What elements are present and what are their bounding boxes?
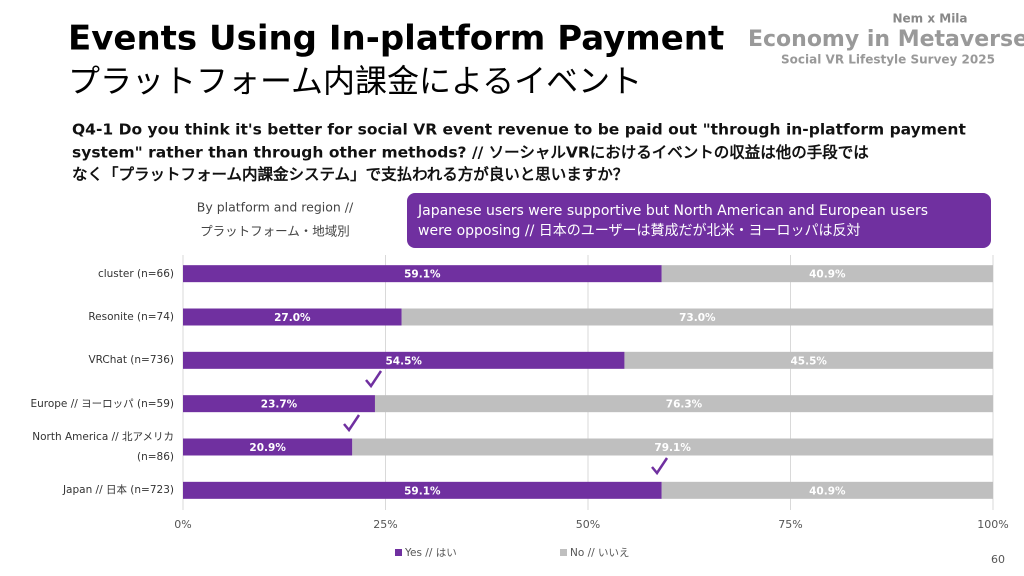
brand: Economy in Metaverse (748, 27, 1024, 52)
category-label: cluster (n=66) (97, 267, 174, 280)
category-label: Resonite (n=74) (88, 311, 174, 323)
check-icon (651, 457, 669, 476)
bar-segment (374, 395, 994, 413)
title-ja: プラットフォーム内課金によるイベント (68, 62, 642, 100)
bar-segment (661, 481, 993, 499)
subtitle: By platform and region // (197, 200, 354, 215)
brand: Social VR Lifestyle Survey 2025 (781, 53, 995, 67)
value-label: 59.1% (404, 269, 441, 281)
x-tick-label: 75% (778, 518, 802, 531)
bar-segment (352, 438, 993, 456)
legend-label: No // いいえ (570, 547, 630, 559)
legend-swatch (560, 549, 567, 556)
value-label: 76.3% (666, 399, 703, 411)
question: system" rather than through other method… (72, 143, 869, 162)
value-label: 45.5% (791, 355, 828, 367)
value-label: 73.0% (679, 312, 716, 324)
bar-segment (183, 438, 353, 456)
x-tick-label: 100% (977, 518, 1008, 531)
brand: Nem x Mila (892, 12, 967, 26)
question: なく「プラットフォーム内課金システム」で支払われる方が良いと思いますか？ (72, 165, 628, 184)
check-icon (343, 414, 361, 433)
value-label: 40.9% (809, 269, 846, 281)
value-label: 23.7% (261, 399, 298, 411)
annotation-box (407, 193, 991, 248)
value-label: 27.0% (274, 312, 311, 324)
category-label: Europe // ヨーロッパ (n=59) (30, 397, 174, 410)
bar-segment (661, 265, 993, 283)
x-tick-label: 25% (373, 518, 397, 531)
value-label: 54.5% (386, 355, 423, 367)
subtitle: プラットフォーム・地域別 (200, 224, 350, 239)
legend-swatch (395, 549, 402, 556)
category-label: Japan // 日本 (n=723) (62, 484, 174, 497)
bar-segment (183, 481, 662, 499)
bar-segment (183, 308, 402, 326)
bar-segment (624, 351, 993, 369)
bar-segment (401, 308, 993, 326)
x-tick-label: 0% (174, 518, 191, 531)
bar-segment (183, 351, 625, 369)
question: Q4-1 Do you think it's better for social… (72, 121, 966, 139)
value-label: 40.9% (809, 485, 846, 497)
check-icon (365, 370, 383, 389)
bar-segment (183, 265, 662, 283)
category-label: North America // 北アメリカ (n=86) (32, 431, 174, 463)
value-label: 59.1% (404, 485, 441, 497)
title: Events Using In-platform Payment (68, 19, 724, 59)
annotation: Japanese users were supportive but North… (417, 203, 928, 219)
annotation: were opposing // 日本のユーザーは賛成だが北米・ヨーロッパは反対 (418, 223, 860, 239)
value-label: 79.1% (654, 442, 691, 454)
value-label: 20.9% (249, 442, 286, 454)
x-tick-label: 50% (576, 518, 600, 531)
category-label: VRChat (n=736) (88, 354, 174, 367)
page-number: 60 (991, 553, 1005, 566)
legend-label: Yes // はい (404, 547, 457, 559)
bar-segment (183, 395, 375, 413)
